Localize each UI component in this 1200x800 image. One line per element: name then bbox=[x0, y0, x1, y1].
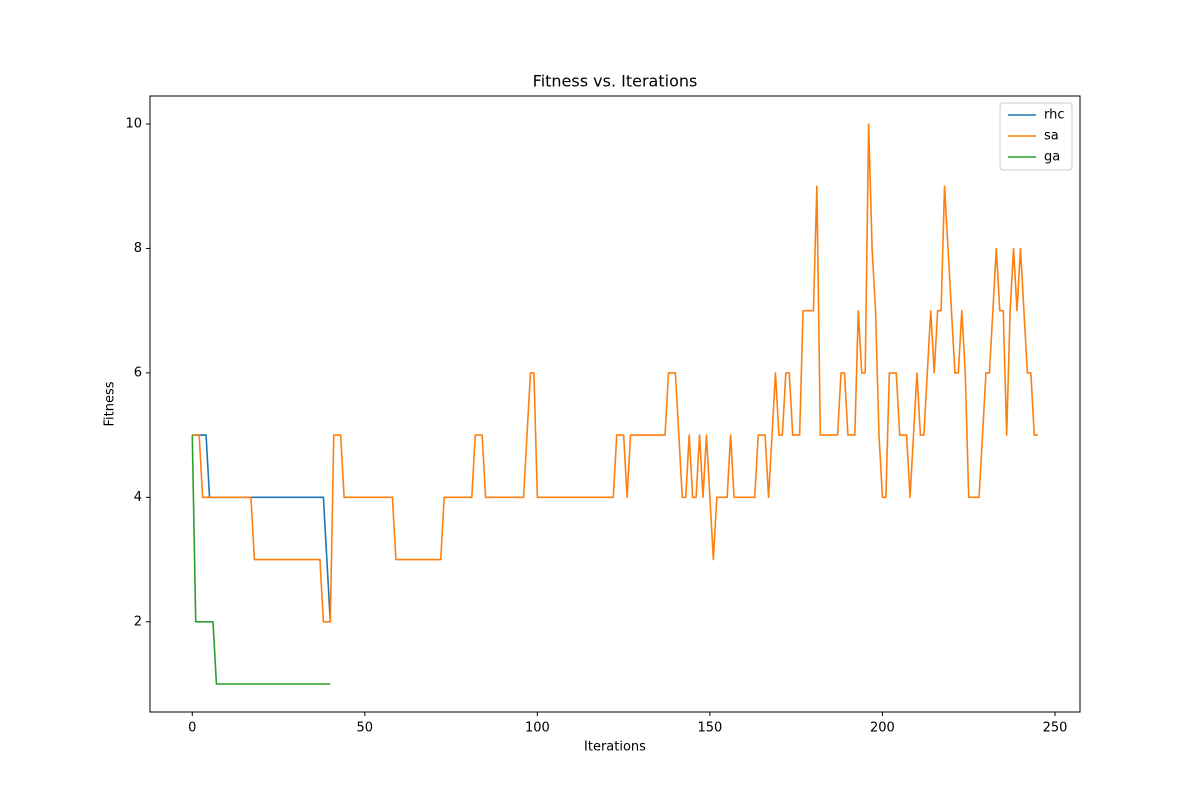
legend-label: ga bbox=[1044, 150, 1060, 165]
series-line bbox=[191, 435, 331, 685]
y-tick-label: 10 bbox=[125, 117, 142, 132]
x-axis-label: Iterations bbox=[584, 740, 646, 755]
y-axis-label: Fitness bbox=[103, 381, 118, 426]
x-tick-label: 150 bbox=[697, 721, 722, 736]
x-tick-label: 50 bbox=[357, 721, 374, 736]
y-tick-label: 4 bbox=[134, 490, 142, 505]
x-tick-label: 250 bbox=[1043, 721, 1068, 736]
x-tick-label: 100 bbox=[525, 721, 550, 736]
y-tick-label: 6 bbox=[134, 365, 142, 380]
y-tick-label: 2 bbox=[134, 614, 142, 629]
legend-label: sa bbox=[1044, 129, 1059, 144]
series-line bbox=[192, 123, 1038, 623]
x-tick-label: 0 bbox=[188, 721, 196, 736]
plot-frame bbox=[149, 95, 1081, 713]
legend-label: rhc bbox=[1044, 108, 1065, 123]
x-tick-label: 200 bbox=[870, 721, 895, 736]
y-tick-label: 8 bbox=[134, 241, 142, 256]
chart-title: Fitness vs. Iterations bbox=[533, 72, 698, 91]
